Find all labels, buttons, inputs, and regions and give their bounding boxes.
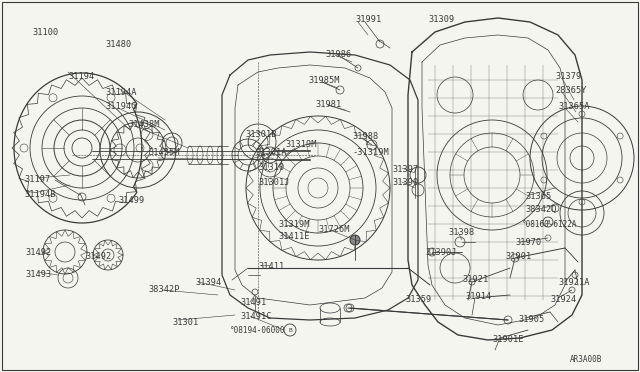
Text: 31901: 31901: [505, 252, 531, 261]
Text: °08160-6122A: °08160-6122A: [522, 220, 577, 229]
Text: 31310: 31310: [258, 163, 284, 172]
Text: 31924: 31924: [550, 295, 576, 304]
Text: 31499: 31499: [118, 196, 144, 205]
Text: 31301: 31301: [172, 318, 198, 327]
Text: 31986: 31986: [325, 50, 351, 59]
Text: 31493: 31493: [25, 270, 51, 279]
Text: 31390: 31390: [392, 178, 419, 187]
Text: 31921A: 31921A: [558, 278, 589, 287]
Text: 31197: 31197: [24, 175, 51, 184]
Text: 31914: 31914: [465, 292, 492, 301]
Text: 31301J: 31301J: [258, 178, 289, 187]
Text: 31100: 31100: [32, 28, 58, 37]
Text: 31492: 31492: [85, 252, 111, 261]
Text: 31411E: 31411E: [278, 232, 310, 241]
Text: 31988: 31988: [352, 132, 378, 141]
Text: AR3A00B: AR3A00B: [570, 355, 602, 364]
Text: 31319M: 31319M: [278, 220, 310, 229]
Text: 31985M: 31985M: [308, 76, 339, 85]
Text: 31411: 31411: [258, 262, 284, 271]
Text: 31492: 31492: [25, 248, 51, 257]
Text: 31901E: 31901E: [492, 335, 524, 344]
Text: 28365Y: 28365Y: [555, 86, 586, 95]
Text: 31398: 31398: [448, 228, 474, 237]
Text: 31365: 31365: [525, 192, 551, 201]
Text: 38342Q: 38342Q: [525, 205, 557, 214]
Text: 31379: 31379: [555, 72, 581, 81]
Text: 31301A: 31301A: [255, 148, 287, 157]
Text: 31359: 31359: [405, 295, 431, 304]
Text: 31194B: 31194B: [24, 190, 56, 199]
Text: 31981: 31981: [315, 100, 341, 109]
Text: 31480: 31480: [105, 40, 131, 49]
Text: 31397: 31397: [392, 165, 419, 174]
Text: B: B: [288, 327, 292, 333]
Text: 31991: 31991: [355, 15, 381, 24]
Text: 31726M: 31726M: [318, 225, 349, 234]
Text: 31319M: 31319M: [285, 140, 317, 149]
Text: 31905: 31905: [518, 315, 544, 324]
Text: -31319M: -31319M: [352, 148, 388, 157]
Text: 31194A: 31194A: [105, 88, 136, 97]
Text: 31390J: 31390J: [425, 248, 456, 257]
Text: 31194G: 31194G: [105, 102, 136, 111]
Text: 31438M: 31438M: [128, 120, 159, 129]
Text: 31194: 31194: [68, 72, 94, 81]
Text: 31394: 31394: [195, 278, 221, 287]
Text: 31921: 31921: [462, 275, 488, 284]
Text: 38342P: 38342P: [148, 285, 179, 294]
Text: 31491C: 31491C: [240, 312, 271, 321]
Text: B: B: [547, 219, 550, 224]
Text: 31301B: 31301B: [245, 130, 276, 139]
Circle shape: [350, 235, 360, 245]
Text: 31970: 31970: [515, 238, 541, 247]
Text: 31365A: 31365A: [558, 102, 589, 111]
Text: 31309: 31309: [428, 15, 454, 24]
Text: 31491: 31491: [240, 298, 266, 307]
Text: 31435M: 31435M: [148, 148, 179, 157]
Text: °08194-06000: °08194-06000: [230, 326, 285, 335]
